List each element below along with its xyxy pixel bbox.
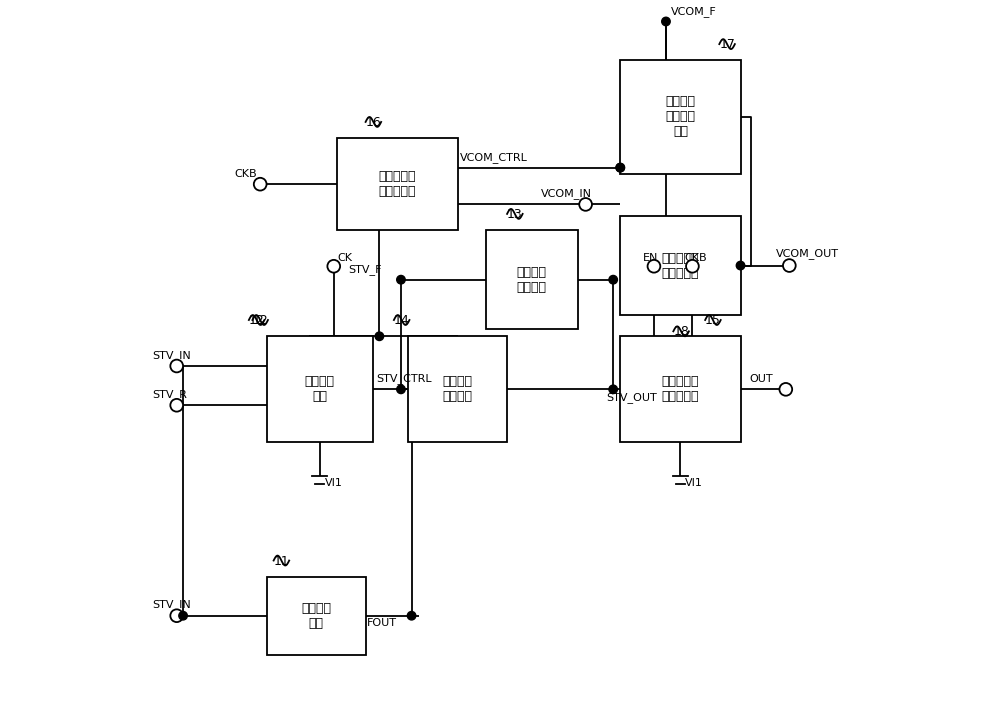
Text: 12: 12	[249, 314, 265, 327]
Text: VI1: VI1	[325, 478, 343, 488]
Text: FOUT: FOUT	[367, 618, 397, 628]
FancyBboxPatch shape	[267, 577, 366, 655]
FancyBboxPatch shape	[620, 336, 741, 443]
Circle shape	[609, 276, 617, 284]
Text: VCOM_OUT: VCOM_OUT	[776, 248, 839, 259]
Circle shape	[616, 164, 625, 172]
Text: EN: EN	[643, 253, 659, 263]
Text: VCOM_CTRL: VCOM_CTRL	[460, 152, 528, 163]
Circle shape	[397, 276, 405, 284]
FancyBboxPatch shape	[486, 230, 578, 329]
Text: VCOM_IN: VCOM_IN	[541, 188, 592, 199]
FancyBboxPatch shape	[408, 336, 507, 443]
Text: CKB: CKB	[684, 253, 707, 263]
FancyBboxPatch shape	[337, 139, 458, 230]
Circle shape	[170, 360, 183, 373]
Text: 起始信号
输出模块: 起始信号 输出模块	[443, 376, 473, 403]
Text: 起始信号
反相模块: 起始信号 反相模块	[517, 266, 547, 293]
Text: 公共电极信
号输出模块: 公共电极信 号输出模块	[662, 251, 699, 280]
Circle shape	[686, 260, 699, 273]
Text: STV_IN: STV_IN	[152, 350, 191, 361]
Text: 16: 16	[366, 116, 381, 129]
Circle shape	[609, 385, 617, 393]
Text: 起始控制
模块: 起始控制 模块	[305, 376, 335, 403]
Text: VCOM_F: VCOM_F	[671, 6, 717, 16]
Circle shape	[170, 609, 183, 622]
Text: 15: 15	[705, 314, 721, 327]
Text: VI1: VI1	[685, 478, 703, 488]
Circle shape	[616, 164, 625, 172]
Text: STV_R: STV_R	[152, 389, 187, 401]
Circle shape	[170, 399, 183, 412]
Text: 栅极驱动信
号输出模块: 栅极驱动信 号输出模块	[662, 376, 699, 403]
Circle shape	[579, 198, 592, 211]
Text: STV_IN: STV_IN	[152, 599, 191, 610]
Text: OUT: OUT	[749, 373, 773, 383]
Text: 13: 13	[507, 208, 523, 221]
Circle shape	[397, 385, 405, 393]
Text: 输入反相
模块: 输入反相 模块	[301, 602, 331, 630]
Text: 18: 18	[673, 326, 689, 338]
Text: 公共电极信
号控制模块: 公共电极信 号控制模块	[379, 170, 416, 198]
Text: 公共电极
信号反相
模块: 公共电极 信号反相 模块	[665, 96, 695, 139]
Circle shape	[736, 261, 745, 270]
FancyBboxPatch shape	[267, 336, 373, 443]
Circle shape	[327, 260, 340, 273]
Circle shape	[779, 383, 792, 396]
Circle shape	[254, 178, 267, 191]
Circle shape	[783, 259, 796, 272]
FancyBboxPatch shape	[620, 61, 741, 174]
Circle shape	[179, 611, 187, 620]
Text: CKB: CKB	[235, 169, 257, 178]
FancyBboxPatch shape	[620, 216, 741, 315]
Text: STV_F: STV_F	[348, 264, 381, 275]
Circle shape	[648, 260, 660, 273]
Circle shape	[375, 332, 384, 341]
Text: 17: 17	[719, 38, 735, 51]
Text: 11: 11	[274, 555, 289, 568]
Text: STV_CTRL: STV_CTRL	[376, 373, 432, 383]
Circle shape	[662, 17, 670, 26]
Text: CK: CK	[337, 253, 352, 263]
Circle shape	[407, 611, 416, 620]
Text: 12: 12	[252, 314, 268, 327]
Text: STV_OUT: STV_OUT	[606, 393, 657, 403]
Text: 14: 14	[394, 314, 410, 327]
